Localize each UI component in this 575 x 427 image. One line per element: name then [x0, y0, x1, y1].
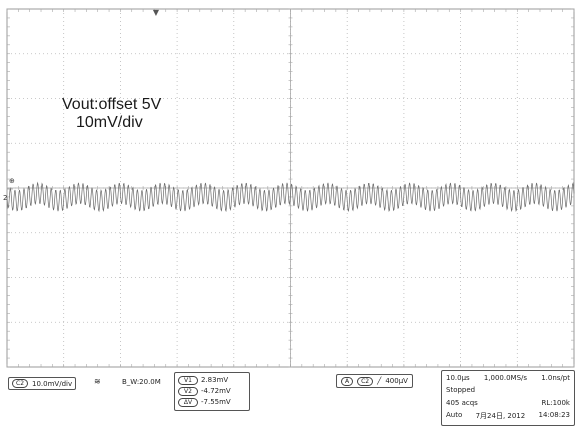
acq-row-timebase: 10.0µs 1,000.0MS/s 1.0ns/pt: [446, 374, 570, 382]
acquisition-readout[interactable]: 10.0µs 1,000.0MS/s 1.0ns/pt Stopped 405 …: [441, 370, 575, 426]
resolution: 1.0ns/pt: [541, 374, 570, 382]
acq-time: 14:08:23: [538, 411, 570, 419]
trigger-level: 400µV: [385, 377, 408, 385]
acq-row-datetime: Auto 7月24日, 2012 14:08:23: [446, 411, 570, 421]
channel-tag: C2: [12, 379, 29, 388]
cursor-v1-row: V1 2.83mV: [178, 375, 228, 385]
cursor-v2-row: V2 -4.72mV: [178, 386, 231, 396]
channel-scale-value: 10.0mV/div: [32, 379, 73, 388]
cursor-delta-row: ΔV -7.55mV: [178, 397, 231, 407]
bandwidth-icon: ≋: [94, 377, 101, 386]
status-bar: C2 10.0mV/div ≋ B_W:20.0M V1 2.83mV V2 -…: [0, 368, 575, 427]
cursor-readout[interactable]: V1 2.83mV V2 -4.72mV ΔV -7.55mV: [174, 372, 250, 411]
cursor-v1-tag: V1: [178, 375, 198, 385]
sample-rate: 1,000.0MS/s: [483, 374, 528, 382]
run-state: Stopped: [446, 386, 476, 394]
annotation-scale: 10mV/div: [76, 114, 143, 131]
level-marker: ⊕: [9, 177, 15, 185]
cursor-v2-tag: V2: [178, 386, 198, 396]
cursor-v2-value: -4.72mV: [201, 387, 231, 395]
timebase: 10.0µs: [446, 374, 470, 382]
trigger-slope-icon: ╱: [377, 377, 382, 385]
trigger-readout[interactable]: A C2 ╱ 400µV: [336, 374, 413, 388]
waveform-trace: [6, 181, 575, 213]
annotation-offset: Vout:offset 5V: [62, 96, 162, 113]
bandwidth-limit: B_W:20.0M: [122, 378, 161, 386]
acq-date: 7月24日, 2012: [475, 412, 526, 420]
trigger-source-tag: C2: [357, 376, 374, 386]
acq-row-state: Stopped: [446, 386, 570, 394]
cursor-delta-tag: ΔV: [178, 397, 198, 407]
cursor-delta-value: -7.55mV: [201, 398, 231, 406]
waveform-plot: ▼ 2 ⊕: [3, 8, 575, 368]
trigger-mode-tag: A: [341, 376, 354, 386]
acq-count: 405 acqs: [446, 399, 478, 407]
channel-scale-readout[interactable]: C2 10.0mV/div: [8, 377, 77, 390]
trigger-position-marker: ▼: [153, 8, 160, 17]
trigger-mode: Auto: [446, 411, 463, 419]
channel-marker: 2: [3, 194, 7, 202]
cursor-v1-value: 2.83mV: [201, 376, 229, 384]
record-length: RL:100k: [541, 399, 570, 407]
acq-row-count: 405 acqs RL:100k: [446, 399, 570, 407]
